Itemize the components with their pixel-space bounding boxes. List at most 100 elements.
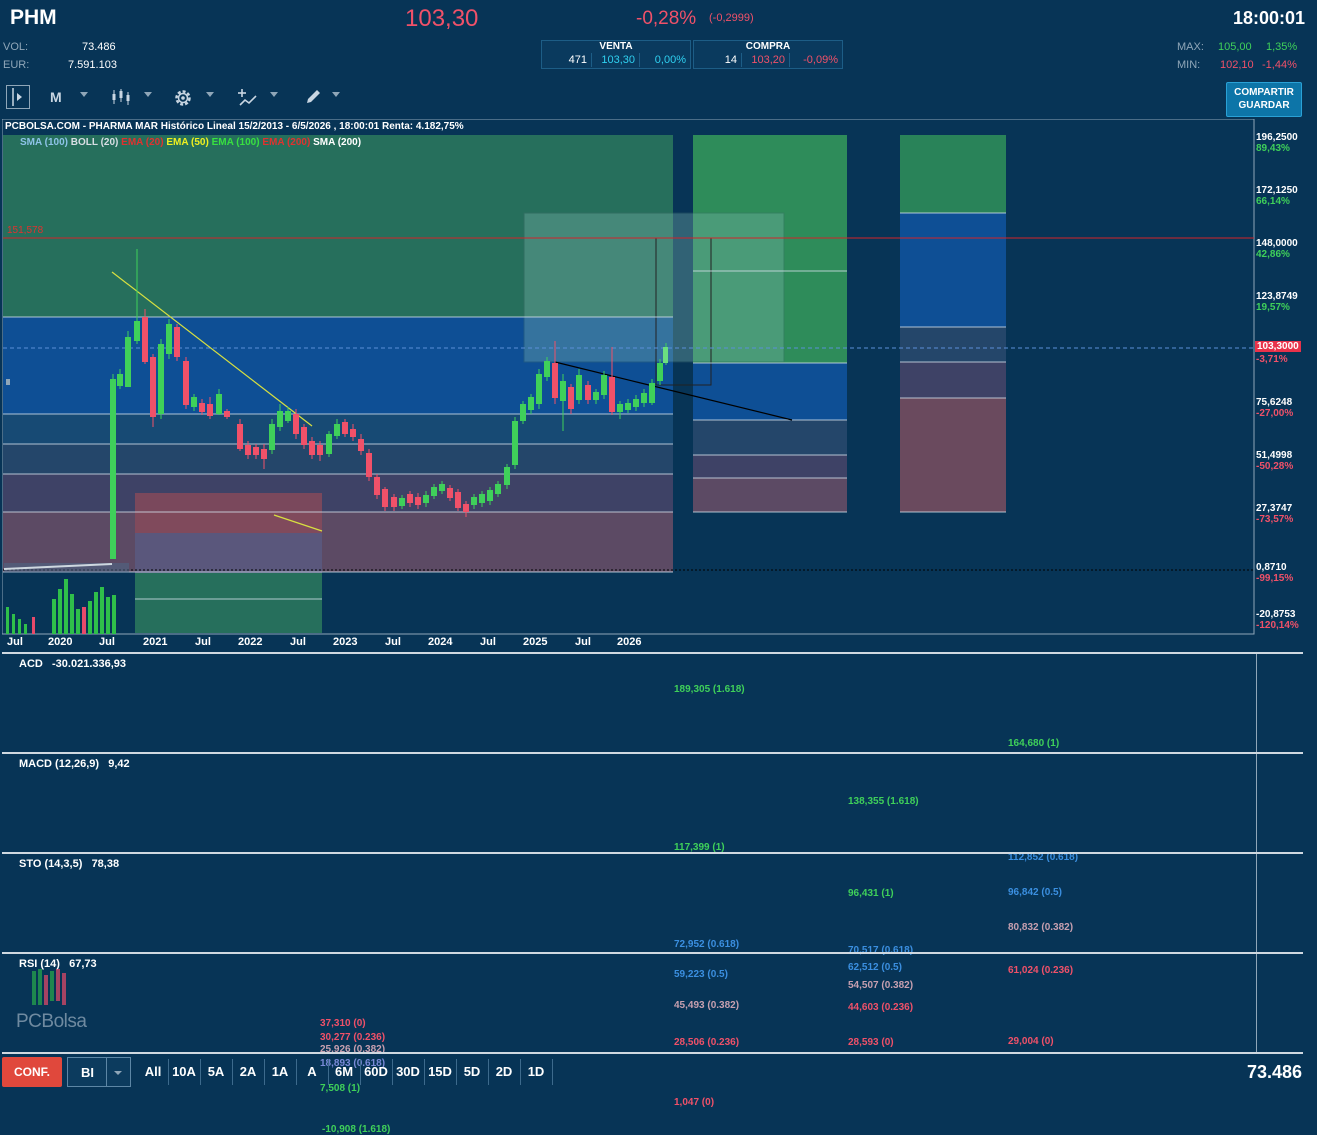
trendline-yellow-short [273,514,323,532]
range-a[interactable]: A [307,1064,317,1079]
resistance-label: 151,578 [7,225,44,236]
euro-value: 7.591.103 [68,59,117,71]
last-update-time: 18:00:01 [1233,8,1306,28]
fib-label: -10,908 (1.618) [322,1124,391,1135]
x-tick: Jul [7,636,23,648]
x-tick: 2023 [333,636,358,648]
range-15d[interactable]: 15D [428,1064,452,1079]
y-tick-pct: 89,43% [1256,143,1290,154]
change-percent: -0,28% [636,8,697,29]
range-1a[interactable]: 1A [271,1064,289,1079]
legend-ema50[interactable]: EMA (50) [166,137,209,148]
fib-zone-mid-pink [693,478,847,512]
mode-select[interactable]: BI [67,1057,131,1087]
fib-label: 62,512 (0.5) [848,962,902,973]
legend-boll20[interactable]: BOLL (20) [70,137,119,148]
min-percent: -1,44% [1262,59,1297,71]
panel-macd[interactable]: MACD (12,26,9) 9,42 [2,752,1303,852]
x-tick: 2026 [617,636,642,648]
fib-label: 164,680 (1) [1008,738,1060,749]
bottom-volume: 73.486 [1247,1062,1303,1082]
x-tick: Jul [99,636,115,648]
chart-type-button[interactable] [111,88,131,106]
x-tick: Jul [195,636,211,648]
indicators-chevron-down-icon[interactable] [270,92,278,97]
period-selector[interactable]: M [50,89,62,113]
panel-sto[interactable]: STO (14,3,5) 78,38 [2,852,1303,952]
y-axis: 196,2500 89,43% 172,1250 66,14% 148,0000… [1255,119,1303,634]
share-save-button[interactable]: COMPARTIR GUARDAR [1226,82,1302,117]
sell-price: 103,30 [592,53,640,67]
x-tick: Jul [480,636,496,648]
y-tick-pct: -120,14% [1256,620,1299,631]
settings-chevron-down-icon[interactable] [206,92,214,97]
y-tick-price: 172,1250 [1256,185,1298,196]
panel-rsi[interactable]: RSI (14) 67,73 [2,952,1303,1054]
buy-percent: -0,09% [803,54,838,66]
mode-value: BI [81,1065,94,1080]
buy-title: COMPRA [745,41,791,52]
range-6m[interactable]: 6M [334,1064,354,1079]
sidebar-toggle-button[interactable] [6,85,30,109]
range-all[interactable]: All [144,1064,162,1079]
period-value: M [50,89,62,105]
main-chart[interactable]: PCBOLSA.COM - PHARMA MAR Histórico Linea… [1,118,1303,1135]
legend-sma200[interactable]: SMA (200) [313,137,362,148]
max-value: 105,00 [1218,41,1252,53]
range-2a[interactable]: 2A [239,1064,257,1079]
fib-label: 25,926 (0.382) [320,1044,386,1055]
indicator-legend: SMA (100) BOLL (20) EMA (20) EMA (50) EM… [20,137,361,148]
last-price: 103,30 [405,5,479,32]
settings-button[interactable] [172,87,194,109]
fib-zone-right-grey [900,327,1006,362]
panel-macd-title: MACD (12,26,9) 9,42 [19,758,130,770]
y-tick-pct: -50,28% [1256,461,1294,472]
fib-label: 28,593 (0) [848,1037,894,1048]
indicators-button[interactable] [237,87,259,109]
legend-ema100[interactable]: EMA (100) [211,137,260,148]
x-tick: 2020 [48,636,73,648]
x-tick: 2024 [428,636,453,648]
fib-label: 96,431 (1) [848,888,894,899]
x-tick: Jul [290,636,306,648]
fib-label: 30,277 (0.236) [320,1032,386,1043]
legend-ema20[interactable]: EMA (20) [121,137,164,148]
draw-tool-button[interactable] [303,87,323,107]
period-chevron-down-icon[interactable] [80,92,88,97]
legend-ema200[interactable]: EMA (200) [262,137,311,148]
fib-zone-grey [3,444,673,474]
x-axis: Jul 2020 Jul 2021 Jul 2022 Jul 2023 Jul … [2,636,1254,652]
y-tick-pct: 42,86% [1256,249,1290,260]
sell-quote-box: VENTA 471 103,30 0,00% [541,40,691,69]
panel-acd[interactable]: ACD -30.021.336,93 [2,652,1303,752]
range-60d[interactable]: 60D [364,1064,388,1079]
config-button[interactable]: CONF. [2,1057,62,1087]
range-2d[interactable]: 2D [495,1064,513,1079]
range-5d[interactable]: 5D [463,1064,481,1079]
fib-label: 80,832 (0.382) [1008,922,1074,933]
x-tick: 2025 [523,636,548,648]
range-10a[interactable]: 10A [172,1064,196,1079]
ticker-symbol: PHM [10,6,57,29]
panel-toggle-icon [12,88,22,106]
chart-title: PCBOLSA.COM - PHARMA MAR Histórico Linea… [5,121,464,132]
x-tick: 2021 [143,636,168,648]
y-tick-pct: -3,71% [1256,354,1288,365]
y-tick-price: -20,8753 [1256,609,1296,620]
panel-sto-title: STO (14,3,5) 78,38 [19,858,120,870]
range-30d[interactable]: 30D [396,1064,420,1079]
min-value: 102,10 [1220,59,1254,71]
fib-zone-purple [3,474,673,512]
chart-type-chevron-down-icon[interactable] [144,92,152,97]
buy-quote-box: COMPRA 14 103,20 -0,09% [693,40,843,69]
y-tick-price: 196,2500 [1256,132,1298,143]
trendline-black [554,361,793,421]
fib-zone-mid-green [693,135,847,363]
fib-label: 44,603 (0.236) [848,1002,914,1013]
draw-chevron-down-icon[interactable] [332,92,340,97]
range-5a[interactable]: 5A [207,1064,225,1079]
legend-sma100[interactable]: SMA (100) [20,137,68,148]
range-1d[interactable]: 1D [527,1064,545,1079]
euro-label: EUR: [3,59,30,71]
fib-label: 1,047 (0) [674,1097,715,1108]
